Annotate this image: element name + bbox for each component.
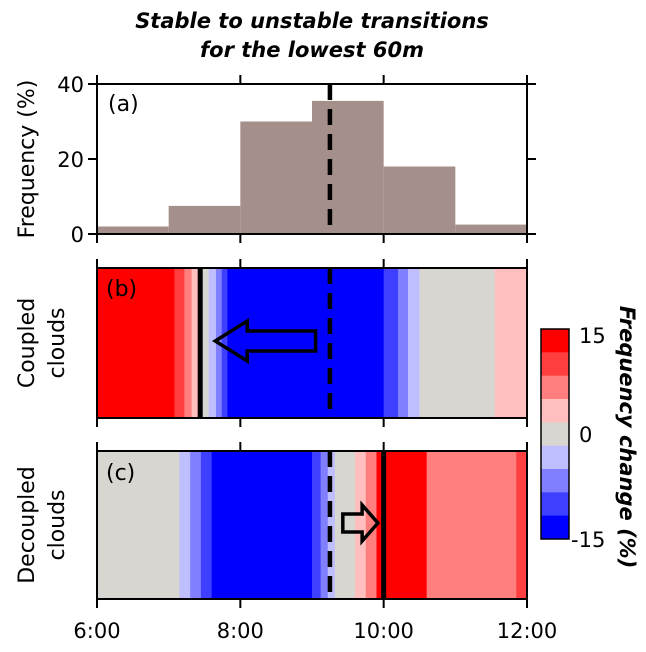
heatmap-cell [334, 451, 356, 599]
panel-b-ylabel-line-1: Coupled [15, 298, 40, 388]
panel-b-frame [96, 267, 528, 419]
heatmap-cell [208, 268, 217, 418]
colorbar-swatch [541, 352, 569, 377]
panel-c-frame [96, 450, 528, 600]
colorbar-swatch [541, 329, 569, 353]
colorbar-swatch [541, 469, 569, 493]
panel-b-ylabel-line-2: clouds [45, 307, 70, 378]
title-line-2: for the lowest 60m [200, 38, 424, 62]
histogram-bar [383, 166, 456, 234]
panel-b-coupled-heatmap: (b) Coupled clouds [15, 267, 528, 419]
heatmap-cell [97, 451, 181, 599]
heatmap-cell [419, 268, 496, 418]
panel-c-label: (c) [106, 461, 135, 486]
heatmap-cell [199, 268, 210, 418]
colorbar-label: Frequency change (%) [615, 306, 639, 569]
heatmap-cell [227, 268, 385, 418]
colorbar: 15 0 -15 Frequency change (%) [540, 306, 639, 569]
heatmap-cell [221, 268, 229, 418]
histogram-bar [168, 205, 241, 234]
panel-a-label: (a) [108, 92, 139, 117]
colorbar-swatch [541, 445, 569, 470]
panel-c-decoupled-heatmap: (c) Decoupled clouds [15, 450, 528, 600]
histogram-bar [312, 100, 384, 234]
colorbar-swatch [541, 422, 569, 447]
colorbar-tick-top: 15 [579, 324, 606, 348]
histogram-bar [97, 226, 169, 234]
x-tick-label: 12:00 [497, 619, 558, 643]
heatmap-cell [312, 451, 322, 599]
panel-c-ylabel-line-2: clouds [45, 489, 70, 560]
colorbar-swatch [541, 375, 569, 400]
heatmap-cell [383, 268, 399, 418]
heatmap-cell [200, 451, 213, 599]
heatmap-cell [494, 268, 528, 418]
x-tick-label: 8:00 [217, 619, 264, 643]
y-tick-label: 20 [57, 148, 84, 172]
colorbar-frame [540, 328, 570, 540]
heatmap-cell [174, 268, 186, 418]
colorbar-swatch [541, 492, 569, 517]
heatmap-cell [327, 451, 336, 599]
title-line-1: Stable to unstable transitions [135, 9, 489, 33]
heatmap-cell [408, 268, 421, 418]
panel-c-ylabel-line-1: Decoupled [15, 466, 40, 584]
panel-c-shift-arrow [341, 500, 381, 546]
histogram-bar [455, 224, 527, 234]
panel-a-ylabel: Frequency (%) [15, 80, 40, 239]
panel-a-histogram: 0 20 40 (a) Frequency (%) [15, 73, 536, 247]
heatmap-cell [320, 451, 329, 599]
heatmap-cell [365, 451, 378, 599]
heatmap-cell [426, 451, 517, 599]
heatmap-cell [516, 451, 528, 599]
heatmap-cell [179, 451, 191, 599]
x-tick-label: 6:00 [73, 619, 120, 643]
y-tick-label: 40 [57, 73, 84, 97]
colorbar-tick-bottom: -15 [571, 528, 605, 552]
panel-b-shift-arrow [211, 317, 318, 365]
x-axis-ticks: 6:00 8:00 10:00 12:00 [73, 75, 557, 643]
colorbar-swatch [541, 515, 569, 540]
heatmap-cell [355, 451, 367, 599]
panel-b-label: (b) [106, 277, 137, 302]
histogram-bar [240, 121, 312, 234]
heatmap-cell [184, 268, 193, 418]
colorbar-tick-mid: 0 [579, 423, 592, 447]
x-tick-label: 10:00 [353, 619, 414, 643]
heatmap-cell [190, 451, 202, 599]
y-tick-label: 0 [71, 223, 84, 247]
colorbar-swatch [541, 399, 569, 423]
heatmap-cell [398, 268, 409, 418]
heatmap-cell [211, 451, 313, 599]
heatmap-cell [97, 268, 175, 418]
heatmap-cell [191, 268, 201, 418]
